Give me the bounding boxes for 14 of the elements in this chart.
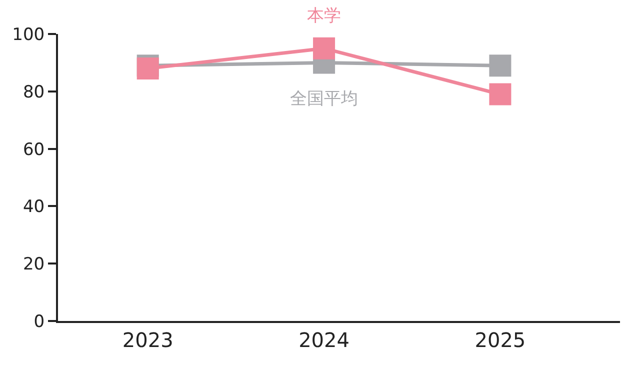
- point: [489, 54, 512, 77]
- x-tick-label: 2025: [474, 328, 526, 352]
- point: [489, 83, 512, 106]
- series-label: 全国平均: [290, 89, 358, 109]
- y-tick-label: 20: [22, 254, 45, 275]
- y-tick-label: 80: [22, 82, 45, 102]
- x-tick-label: 2024: [298, 328, 350, 352]
- series-label: 本学: [307, 6, 341, 26]
- y-tick-label: 100: [12, 24, 45, 45]
- y-tick-label: 40: [22, 197, 45, 218]
- point: [313, 37, 336, 60]
- x-tick-label: 2023: [122, 328, 174, 352]
- y-tick-label: 0: [34, 312, 45, 332]
- y-tick-label: 60: [22, 140, 45, 160]
